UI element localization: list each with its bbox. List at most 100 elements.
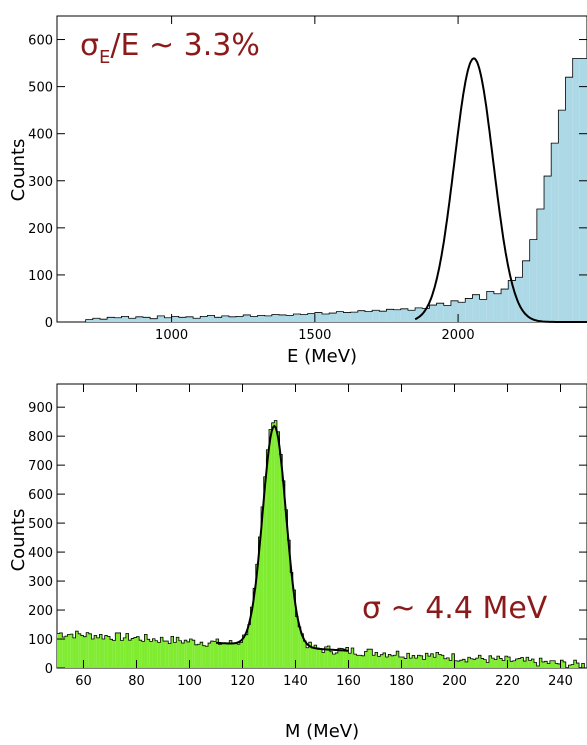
histogram-bin bbox=[429, 305, 436, 322]
histogram-bin bbox=[537, 209, 544, 322]
histogram-bin bbox=[94, 636, 97, 668]
histogram-bin bbox=[487, 291, 494, 322]
histogram-bin bbox=[444, 306, 451, 322]
histogram-bin bbox=[494, 294, 501, 322]
histogram-bin bbox=[114, 318, 121, 322]
histogram-bin bbox=[163, 641, 166, 668]
histogram-bin bbox=[518, 658, 521, 668]
histogram-bin bbox=[322, 652, 325, 668]
histogram-bin bbox=[215, 317, 222, 322]
x-tick-label: 60 bbox=[75, 674, 92, 689]
histogram-bin bbox=[219, 645, 222, 668]
histogram-bin bbox=[243, 315, 250, 322]
y-tick-label: 600 bbox=[28, 488, 53, 503]
histogram-bin bbox=[470, 659, 473, 668]
histogram-bin bbox=[229, 317, 236, 322]
histogram-bin bbox=[333, 654, 336, 668]
histogram-bin bbox=[362, 656, 365, 668]
histogram-bin bbox=[409, 658, 412, 668]
y-tick-label: 400 bbox=[28, 128, 53, 143]
histogram-bin bbox=[184, 640, 187, 668]
histogram-bin bbox=[428, 656, 431, 668]
histogram-bin bbox=[174, 642, 177, 668]
histogram-bin bbox=[317, 648, 320, 668]
histogram-bin bbox=[62, 637, 65, 668]
histogram-bin bbox=[580, 58, 587, 322]
histogram-bin bbox=[166, 641, 169, 668]
histogram-bin bbox=[86, 633, 89, 668]
histogram-bin bbox=[547, 664, 550, 668]
y-tick-label: 0 bbox=[45, 662, 53, 677]
histogram-bin bbox=[359, 655, 362, 668]
histogram-bin bbox=[168, 644, 171, 668]
histogram-bin bbox=[150, 319, 157, 322]
histogram-bin bbox=[121, 640, 124, 668]
x-tick-label: 100 bbox=[177, 674, 202, 689]
histogram-bin bbox=[182, 643, 185, 668]
mass-x-axis-label: M (MeV) bbox=[285, 721, 359, 740]
histogram-bin bbox=[566, 77, 573, 322]
histogram-bin bbox=[306, 648, 309, 668]
y-tick-label: 200 bbox=[28, 604, 53, 619]
histogram-bin bbox=[451, 301, 458, 322]
histogram-bin bbox=[386, 309, 393, 322]
histogram-bin bbox=[258, 315, 265, 322]
histogram-bin bbox=[78, 634, 81, 668]
histogram-bin bbox=[107, 317, 114, 322]
histogram-bin bbox=[472, 295, 479, 322]
histogram-bin bbox=[494, 660, 497, 668]
histogram-bin bbox=[224, 643, 227, 668]
histogram-bin bbox=[510, 661, 513, 668]
histogram-bin bbox=[301, 314, 308, 322]
histogram-bin bbox=[372, 655, 375, 668]
histogram-bin bbox=[437, 303, 444, 322]
histogram-bin bbox=[335, 653, 338, 668]
histogram-bin bbox=[229, 640, 232, 668]
histogram-bin bbox=[123, 638, 126, 668]
histogram-bin bbox=[107, 636, 110, 668]
histogram-bin bbox=[351, 312, 358, 322]
y-tick-label: 700 bbox=[28, 459, 53, 474]
histogram-bin bbox=[277, 432, 280, 668]
histogram-bin bbox=[68, 634, 71, 668]
histogram-bin bbox=[236, 316, 243, 322]
histogram-bin bbox=[186, 317, 193, 322]
x-tick-label: 180 bbox=[389, 674, 414, 689]
histogram-bin bbox=[354, 654, 357, 668]
x-tick-label: 120 bbox=[230, 674, 255, 689]
histogram-bin bbox=[365, 312, 372, 322]
histogram-bin bbox=[129, 318, 136, 322]
histogram-bin bbox=[195, 645, 198, 668]
histogram-bin bbox=[439, 654, 442, 668]
histogram-bin bbox=[322, 314, 329, 322]
histogram-bin bbox=[343, 313, 350, 322]
histogram-bin bbox=[136, 317, 143, 322]
x-tick-label: 140 bbox=[283, 674, 308, 689]
histogram-bin bbox=[378, 656, 381, 668]
y-tick-label: 100 bbox=[28, 633, 53, 648]
histogram-bin bbox=[486, 662, 489, 668]
histogram-bin bbox=[379, 311, 386, 322]
histogram-bin bbox=[207, 315, 214, 322]
x-tick-label: 1500 bbox=[298, 328, 331, 343]
histogram-bin bbox=[193, 318, 200, 322]
histogram-bin bbox=[458, 302, 465, 322]
energy-x-axis-label: E (MeV) bbox=[287, 346, 357, 367]
histogram-bin bbox=[465, 298, 472, 322]
histogram-bin bbox=[551, 143, 558, 322]
histogram-bin bbox=[265, 316, 272, 322]
histogram-bin bbox=[150, 641, 153, 668]
y-tick-label: 600 bbox=[28, 34, 53, 49]
histogram-bin bbox=[266, 450, 269, 668]
histogram-bin bbox=[157, 316, 164, 322]
histogram-bin bbox=[280, 454, 283, 668]
histogram-bin bbox=[121, 316, 128, 322]
histogram-bin bbox=[147, 639, 150, 668]
histogram-bin bbox=[372, 310, 379, 322]
histogram-bin bbox=[99, 634, 102, 668]
histogram-bin bbox=[131, 638, 134, 668]
histogram-bin bbox=[367, 649, 370, 668]
histogram-bin bbox=[523, 661, 526, 668]
histogram-bin bbox=[341, 649, 344, 668]
